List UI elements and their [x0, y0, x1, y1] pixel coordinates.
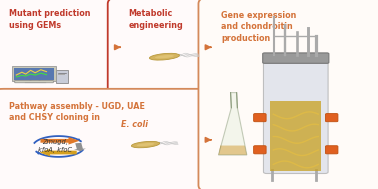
- Text: E. coli: E. coli: [121, 120, 148, 129]
- Text: Mutant prediction
using GEMs: Mutant prediction using GEMs: [9, 9, 91, 29]
- Text: Gene expression
and chondroitin
production: Gene expression and chondroitin producti…: [221, 11, 296, 43]
- Polygon shape: [218, 146, 247, 155]
- FancyBboxPatch shape: [12, 66, 56, 81]
- Ellipse shape: [155, 55, 174, 58]
- Text: Metabolic
engineering: Metabolic engineering: [129, 9, 183, 29]
- Ellipse shape: [149, 53, 180, 60]
- FancyBboxPatch shape: [263, 53, 329, 63]
- FancyBboxPatch shape: [58, 74, 65, 75]
- Polygon shape: [74, 143, 86, 151]
- Polygon shape: [40, 137, 79, 145]
- FancyBboxPatch shape: [198, 0, 378, 189]
- FancyBboxPatch shape: [56, 70, 68, 83]
- FancyBboxPatch shape: [263, 61, 328, 174]
- Text: Zmugd,
kfoA, kfoC: Zmugd, kfoA, kfoC: [38, 139, 72, 153]
- FancyBboxPatch shape: [14, 68, 54, 80]
- FancyBboxPatch shape: [15, 81, 53, 83]
- FancyBboxPatch shape: [0, 89, 221, 189]
- Polygon shape: [218, 93, 247, 155]
- FancyBboxPatch shape: [108, 0, 221, 98]
- Ellipse shape: [132, 141, 160, 148]
- Polygon shape: [40, 149, 77, 156]
- FancyBboxPatch shape: [254, 146, 266, 154]
- FancyBboxPatch shape: [325, 114, 338, 122]
- FancyBboxPatch shape: [270, 101, 321, 171]
- Text: Pathway assembly - UGD, UAE
and CHSY cloning in: Pathway assembly - UGD, UAE and CHSY clo…: [9, 102, 145, 122]
- FancyBboxPatch shape: [0, 0, 130, 98]
- FancyBboxPatch shape: [325, 146, 338, 154]
- FancyBboxPatch shape: [254, 114, 266, 122]
- Ellipse shape: [136, 143, 155, 146]
